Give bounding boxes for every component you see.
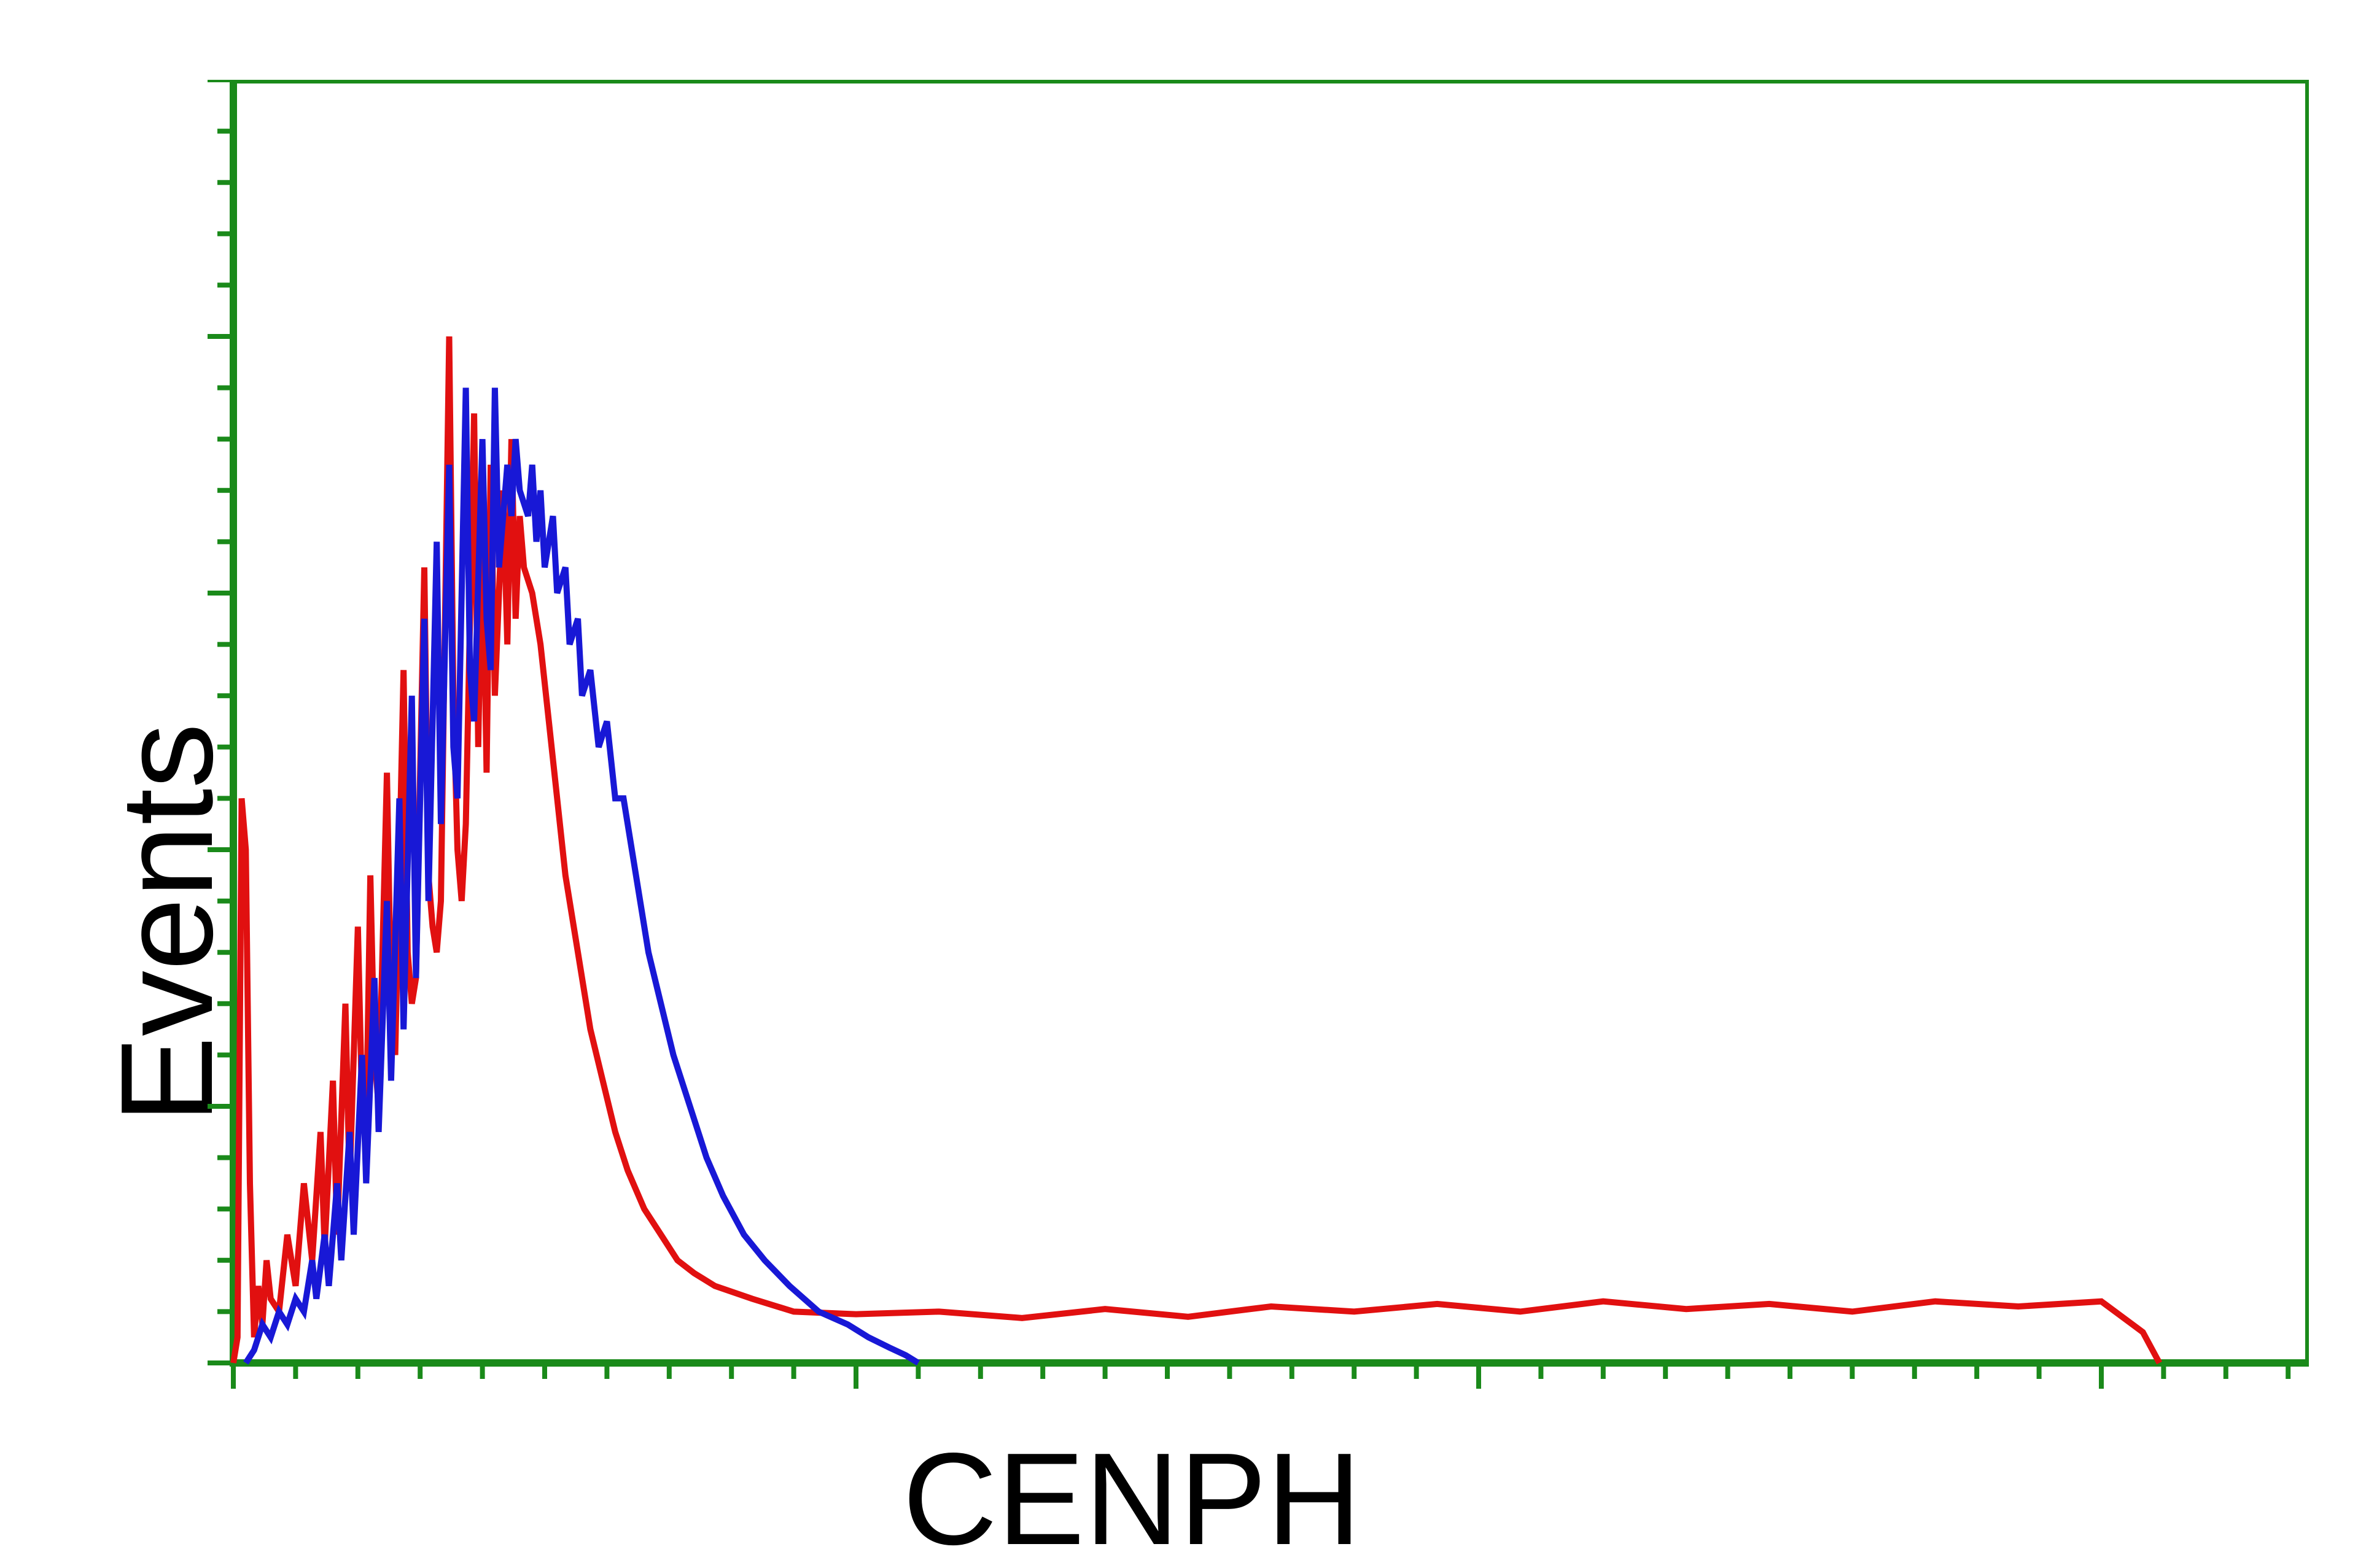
histogram-svg: [195, 80, 2309, 1401]
page-canvas: Events CENPH: [0, 0, 2358, 1568]
histogram-plot: [195, 80, 2271, 1363]
x-axis-label: CENPH: [903, 1424, 1361, 1568]
